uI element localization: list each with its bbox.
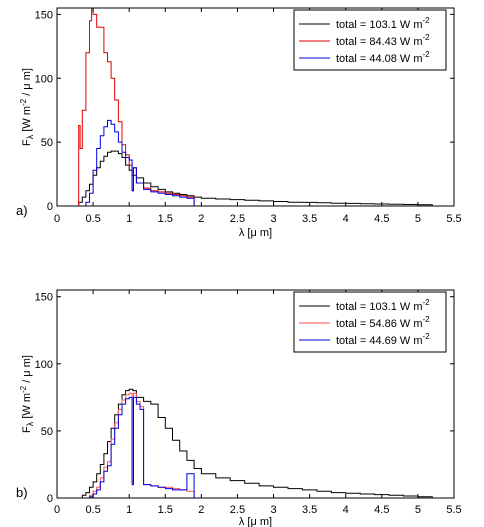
y-tick-label: 150 xyxy=(35,9,53,21)
chart-panel-a: 0 0.5 1 1.5 2 2.5 3 3.5 4 4.5 5 5.5 0 50 100 150 λ [μ m]… xyxy=(16,7,462,239)
x-tick-label: 2 xyxy=(198,213,204,225)
x-tick-label: 0.5 xyxy=(85,213,100,225)
y-tick-label: 0 xyxy=(47,493,53,505)
y-tick-label: 50 xyxy=(41,426,53,438)
y-axis-label: Fλ [W m-2 / μ m] xyxy=(19,355,35,433)
series-line-3 xyxy=(85,119,195,206)
x-tick-label: 3.5 xyxy=(302,213,317,225)
x-tick-label: 5.5 xyxy=(446,213,461,225)
panel-label: b) xyxy=(16,485,28,500)
x-tick-label: 5 xyxy=(415,504,421,516)
y-tick-label: 150 xyxy=(35,292,53,304)
x-tick-label: 0 xyxy=(54,504,60,516)
x-tick-label: 3.5 xyxy=(302,504,317,516)
legend-label-3: total = 44.69 W m-2 xyxy=(336,332,430,347)
chart-panel-b: 0 0.5 1 1.5 2 2.5 3 3.5 4 4.5 5 5.5 0 50 100 150 λ [μ m]… xyxy=(16,289,462,527)
x-tick-label: 2.5 xyxy=(230,504,245,516)
x-tick-label: 5 xyxy=(415,213,421,225)
x-tick-label: 5.5 xyxy=(446,504,461,516)
x-tick-label: 4 xyxy=(343,213,349,225)
plot-frame xyxy=(56,289,455,499)
x-tick-label: 2.5 xyxy=(230,213,245,225)
plot-frame xyxy=(56,7,455,207)
legend-label-2: total = 84.43 W m-2 xyxy=(336,33,430,48)
series-line-2 xyxy=(78,8,195,206)
legend-label-2: total = 54.86 W m-2 xyxy=(336,315,430,330)
x-tick-label: 1.5 xyxy=(158,504,173,516)
x-axis-label: λ [μ m] xyxy=(239,227,272,239)
x-tick-label: 3 xyxy=(270,213,276,225)
x-tick-label: 1 xyxy=(126,213,132,225)
x-tick-label: 4.5 xyxy=(374,213,389,225)
legend-label-1: total = 103.1 W m-2 xyxy=(336,298,430,313)
y-tick-label: 50 xyxy=(41,137,53,149)
legend-label-3: total = 44.08 W m-2 xyxy=(336,50,430,65)
series-line-1 xyxy=(78,150,433,206)
legend-box xyxy=(293,9,447,71)
panel-label: a) xyxy=(16,203,28,218)
legend-box xyxy=(293,291,447,353)
x-tick-label: 4.5 xyxy=(374,504,389,516)
x-tick-label: 1.5 xyxy=(158,213,173,225)
y-tick-label: 100 xyxy=(35,73,53,85)
series-line-3 xyxy=(89,396,195,498)
x-tick-label: 0.5 xyxy=(85,504,100,516)
legend-label-1: total = 103.1 W m-2 xyxy=(336,16,430,31)
series-line-1 xyxy=(81,388,433,498)
x-tick-label: 1 xyxy=(126,504,132,516)
x-tick-label: 0 xyxy=(54,213,60,225)
y-tick-label: 100 xyxy=(35,359,53,371)
x-tick-label: 2 xyxy=(198,504,204,516)
y-axis-label: Fλ [W m-2 / μ m] xyxy=(19,68,35,146)
series-line-2 xyxy=(89,392,195,498)
x-tick-label: 3 xyxy=(270,504,276,516)
x-tick-label: 4 xyxy=(343,504,349,516)
y-tick-label: 0 xyxy=(47,201,53,213)
x-axis-label: λ [μ m] xyxy=(239,516,272,527)
